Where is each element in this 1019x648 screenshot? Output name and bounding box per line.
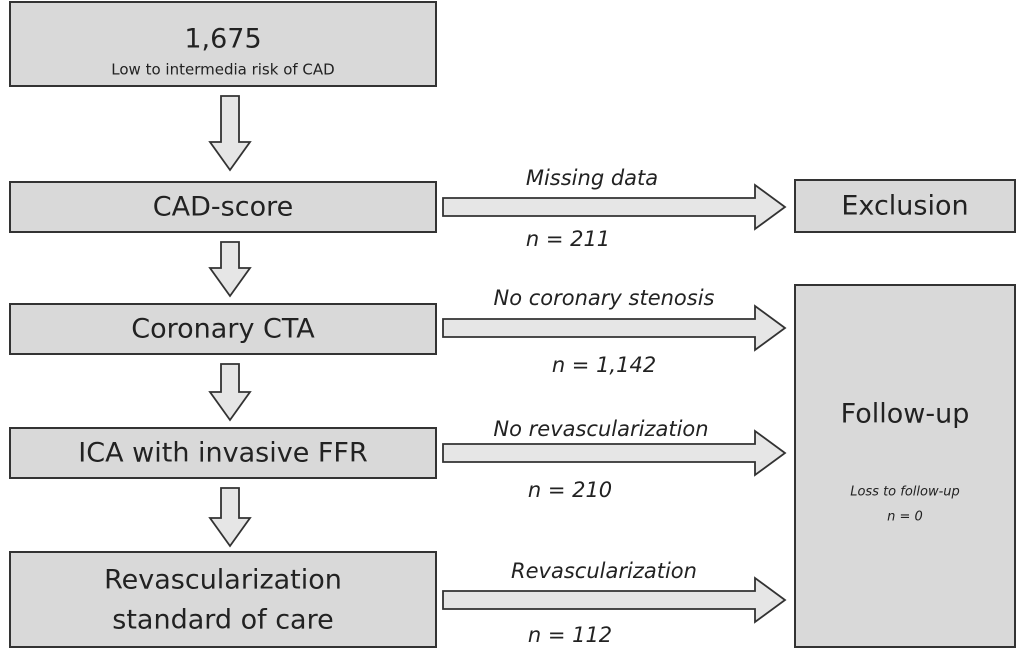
step-label: standard of care [112, 605, 333, 636]
start-label: Low to intermedia risk of CAD [111, 61, 334, 79]
step-box [9, 181, 437, 233]
arrow [208, 487, 252, 548]
step-label: CAD-score [153, 192, 293, 223]
arrow [442, 183, 787, 231]
arrow [208, 363, 252, 422]
edge-label: No revascularization [493, 417, 708, 441]
follow-up-count: n = 0 [887, 510, 923, 525]
step-label: ICA with invasive FFR [78, 438, 367, 469]
edge-label: No coronary stenosis [494, 286, 715, 310]
edge-count: n = 210 [528, 478, 612, 502]
arrow [442, 576, 787, 624]
edge-label: Revascularization [511, 559, 697, 583]
exclusion-label: Exclusion [841, 191, 968, 222]
edge-count: n = 1,142 [552, 353, 656, 377]
start-count: 1,675 [184, 24, 261, 55]
edge-count: n = 112 [528, 623, 612, 647]
edge-count: n = 211 [526, 227, 610, 251]
arrow [208, 95, 252, 172]
arrow [442, 429, 787, 477]
start-box [9, 1, 437, 87]
follow-up-note: Loss to follow-up [850, 485, 960, 500]
follow-up-box [794, 284, 1016, 648]
arrow [208, 241, 252, 298]
step-box [9, 303, 437, 355]
step-label: Revascularization [104, 565, 342, 596]
exclusion-box [794, 179, 1016, 233]
follow-up-label: Follow-up [841, 399, 970, 430]
edge-label: Missing data [526, 166, 658, 190]
arrow [442, 304, 787, 352]
step-box [9, 551, 437, 648]
step-box [9, 427, 437, 479]
step-label: Coronary CTA [131, 314, 315, 345]
